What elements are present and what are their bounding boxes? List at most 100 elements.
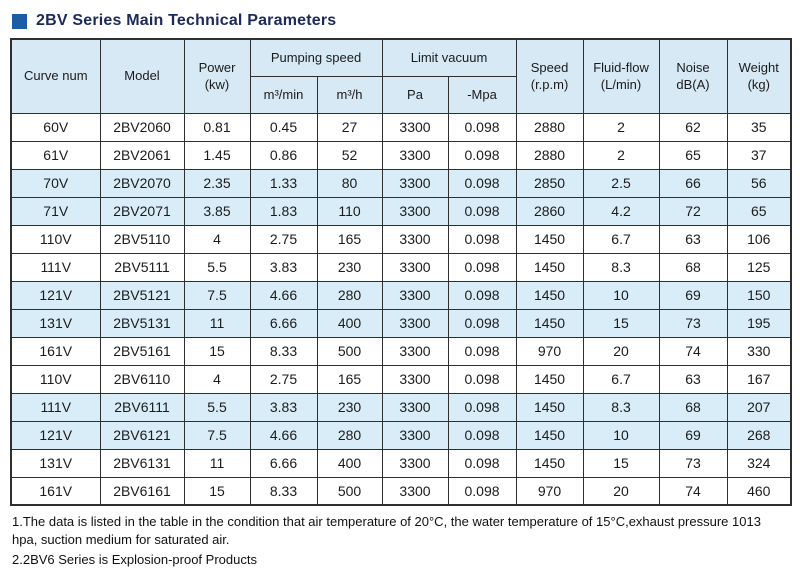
table-cell: 400: [316, 308, 383, 338]
table-cell: 0.45: [249, 112, 318, 142]
table-row: 131V 2BV5131 11 6.66 400 3300 0.098 1450 15 73 195: [10, 308, 792, 338]
table-cell: 65: [658, 140, 728, 170]
table-cell: 3300: [381, 448, 449, 478]
table-row: 71V 2BV2071 3.85 1.83 110 3300 0.098 2860 4.2 72 6…: [10, 196, 792, 226]
table-cell: 66: [658, 168, 728, 198]
table-cell: 71V: [10, 196, 101, 226]
table-cell: 63: [658, 364, 728, 394]
table-cell: 0.098: [447, 140, 517, 170]
table-cell: 0.86: [249, 140, 318, 170]
table-body: 60V 2BV2060 0.81 0.45 27 3300 0.098 2880 2 62 35 61…: [10, 112, 792, 506]
table-cell: 110: [316, 196, 383, 226]
table-cell: 0.098: [447, 364, 517, 394]
table-cell: 3300: [381, 168, 449, 198]
table-cell: 4.2: [582, 196, 660, 226]
table-cell: 4: [183, 224, 251, 254]
table-row: 70V 2BV2070 2.35 1.33 80 3300 0.098 2850 2.5 66 56: [10, 168, 792, 198]
table-row: 110V 2BV5110 4 2.75 165 3300 0.098 1450 6.7 63 106: [10, 224, 792, 254]
table-cell: 1450: [515, 364, 584, 394]
table-cell: 1450: [515, 392, 584, 422]
table-cell: 15: [183, 336, 251, 366]
table-cell: 4.66: [249, 420, 318, 450]
table-cell: 2BV5121: [99, 280, 185, 310]
table-row: 161V 2BV6161 15 8.33 500 3300 0.098 970 20 74 460: [10, 476, 792, 506]
table-cell: 60V: [10, 112, 101, 142]
table-row: 131V 2BV6131 11 6.66 400 3300 0.098 1450 15 73 324: [10, 448, 792, 478]
table-cell: 0.098: [447, 224, 517, 254]
table-cell: 56: [726, 168, 792, 198]
table-row: 110V 2BV6110 4 2.75 165 3300 0.098 1450 6.7 63 167: [10, 364, 792, 394]
table-row: 60V 2BV2060 0.81 0.45 27 3300 0.098 2880 2 62 35: [10, 112, 792, 142]
table-cell: 230: [316, 252, 383, 282]
table-cell: 61V: [10, 140, 101, 170]
table-cell: 10: [582, 280, 660, 310]
col-header-fluid-flow: Fluid-flow (L/min): [582, 38, 660, 114]
table-cell: 165: [316, 364, 383, 394]
table-cell: 1.33: [249, 168, 318, 198]
col-header-noise: Noise dB(A): [658, 38, 728, 114]
table-cell: 280: [316, 280, 383, 310]
table-cell: 4: [183, 364, 251, 394]
table-cell: 0.098: [447, 336, 517, 366]
table-row: 61V 2BV2061 1.45 0.86 52 3300 0.098 2880 2 65 37: [10, 140, 792, 170]
table-cell: 62: [658, 112, 728, 142]
col-header-mpa: -Mpa: [447, 75, 517, 114]
table-cell: 74: [658, 476, 728, 506]
table-cell: 2BV6111: [99, 392, 185, 422]
table-cell: 1450: [515, 420, 584, 450]
table-cell: 11: [183, 308, 251, 338]
table-cell: 20: [582, 336, 660, 366]
table-cell: 6.7: [582, 364, 660, 394]
table-cell: 6.66: [249, 448, 318, 478]
table-cell: 2: [582, 112, 660, 142]
table-cell: 7.5: [183, 280, 251, 310]
table-cell: 73: [658, 448, 728, 478]
table-cell: 52: [316, 140, 383, 170]
table-cell: 0.098: [447, 196, 517, 226]
table-cell: 1.45: [183, 140, 251, 170]
table-cell: 500: [316, 476, 383, 506]
table-cell: 10: [582, 420, 660, 450]
table-cell: 165: [316, 224, 383, 254]
table-cell: 0.098: [447, 392, 517, 422]
table-cell: 2850: [515, 168, 584, 198]
table-cell: 2880: [515, 112, 584, 142]
table-cell: 3300: [381, 392, 449, 422]
header-row-sub: m³/min m³/h Pa -Mpa: [11, 75, 791, 114]
table-cell: 15: [582, 448, 660, 478]
table-cell: 2.75: [249, 224, 318, 254]
table-cell: 3300: [381, 280, 449, 310]
table-cell: 3300: [381, 364, 449, 394]
table-cell: 161V: [10, 476, 101, 506]
table-cell: 0.098: [447, 252, 517, 282]
table-cell: 8.33: [249, 476, 318, 506]
col-header-m3-h: m³/h: [316, 75, 383, 114]
table-cell: 27: [316, 112, 383, 142]
table-row: 161V 2BV5161 15 8.33 500 3300 0.098 970 20 74 330: [10, 336, 792, 366]
table-row: 121V 2BV6121 7.5 4.66 280 3300 0.098 1450 10 69 26…: [10, 420, 792, 450]
table-cell: 2BV6161: [99, 476, 185, 506]
col-header-speed: Speed (r.p.m): [515, 38, 584, 114]
table-cell: 80: [316, 168, 383, 198]
parameters-table: Curve num Model Power (kw) Pumping speed…: [10, 38, 793, 506]
table-cell: 2BV5111: [99, 252, 185, 282]
table-cell: 121V: [10, 420, 101, 450]
col-header-pa: Pa: [381, 75, 449, 114]
page-title: 2BV Series Main Technical Parameters: [36, 12, 337, 29]
table-header: Curve num Model Power (kw) Pumping speed…: [10, 38, 792, 114]
table-cell: 3300: [381, 336, 449, 366]
table-cell: 37: [726, 140, 792, 170]
table-cell: 2BV5110: [99, 224, 185, 254]
table-cell: 74: [658, 336, 728, 366]
col-header-curve-num: Curve num: [10, 38, 101, 114]
table-cell: 2BV6110: [99, 364, 185, 394]
table-cell: 2BV5161: [99, 336, 185, 366]
table-cell: 125: [726, 252, 792, 282]
col-header-power: Power (kw): [183, 38, 251, 114]
table-cell: 15: [183, 476, 251, 506]
footnotes: 1.The data is listed in the table in the…: [12, 513, 788, 569]
table-cell: 1450: [515, 308, 584, 338]
table-cell: 1.83: [249, 196, 318, 226]
table-row: 121V 2BV5121 7.5 4.66 280 3300 0.098 1450 10 69 15…: [10, 280, 792, 310]
table-cell: 167: [726, 364, 792, 394]
